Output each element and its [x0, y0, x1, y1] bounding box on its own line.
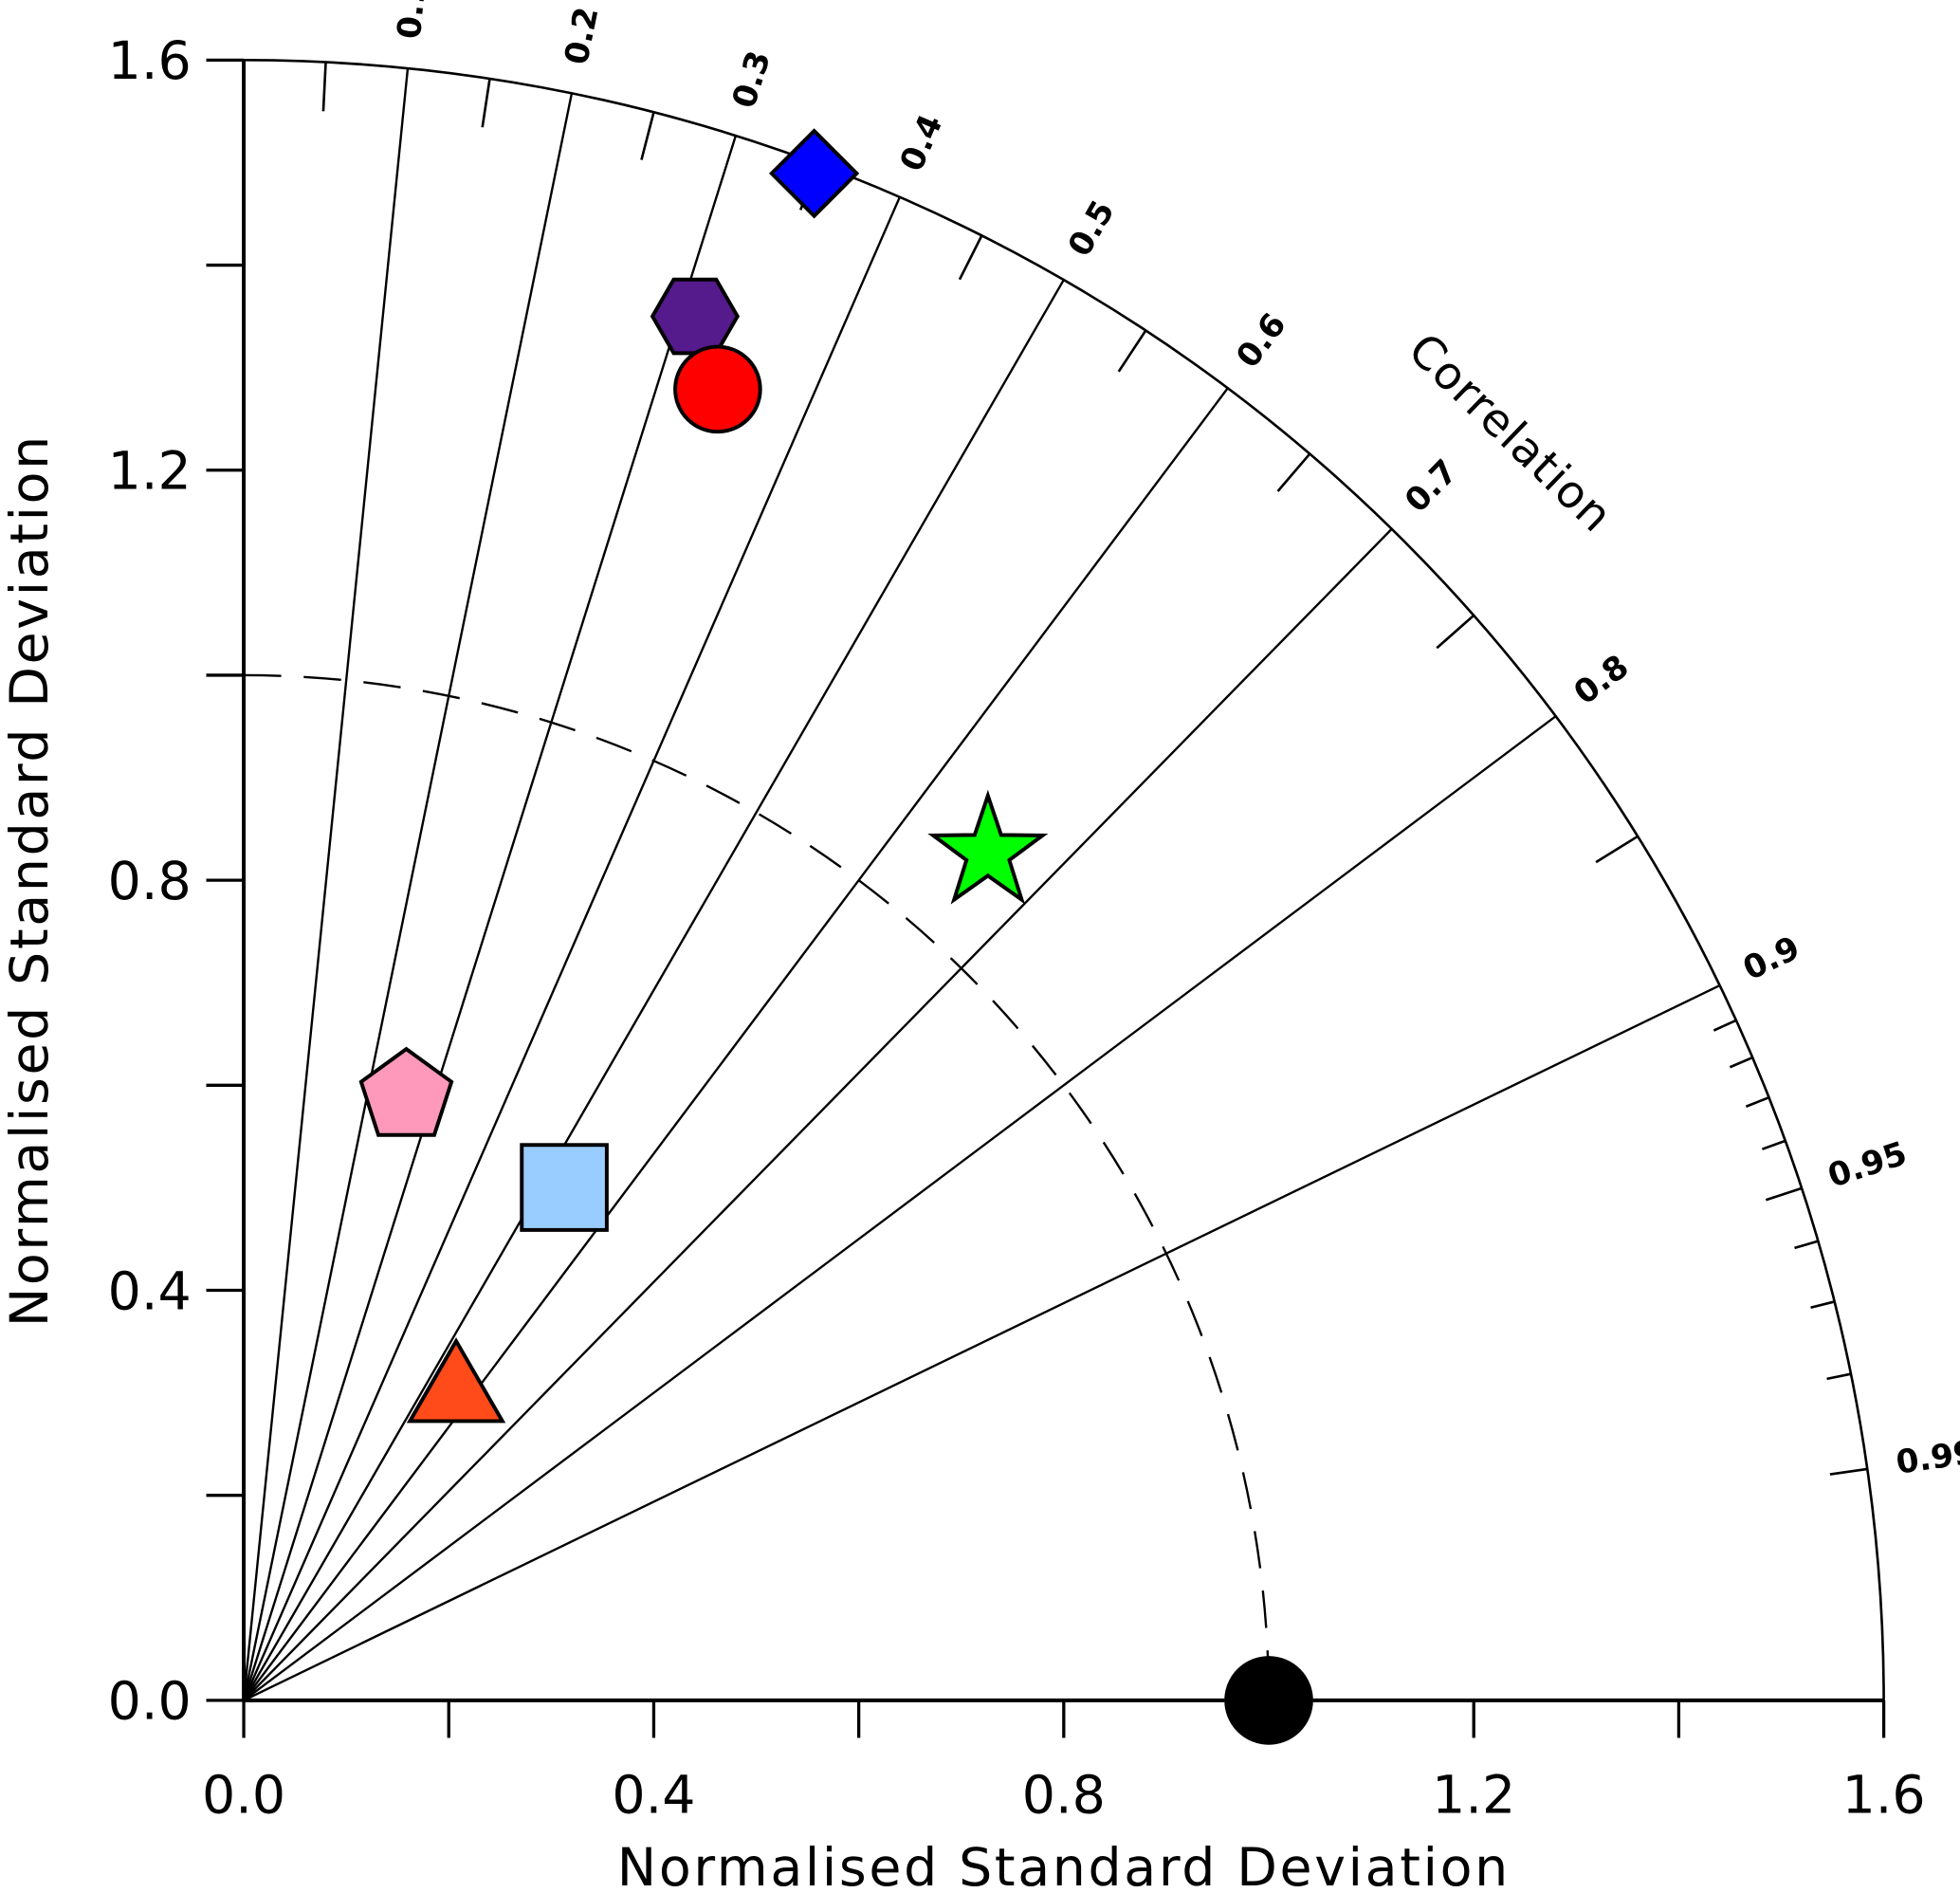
correlation-minor-tick [1826, 1372, 1852, 1381]
x-tick-label: 1.2 [1432, 1766, 1515, 1827]
correlation-line [242, 196, 901, 1701]
correlation-minor-tick [1595, 835, 1639, 864]
correlation-minor-tick [1761, 1139, 1786, 1150]
correlation-line [242, 135, 738, 1701]
correlation-minor-tick [1794, 1240, 1819, 1250]
y-tick-label: 1.6 [108, 31, 192, 92]
x-tick-label: 0.8 [1022, 1766, 1106, 1827]
x-tick-label: 0.4 [612, 1766, 695, 1827]
correlation-tick-label: 0.7 [1398, 452, 1465, 520]
correlation-tick-label: 0.9 [1737, 929, 1805, 988]
correlation-tick-label: 0.4 [893, 109, 951, 177]
y-tick-label: 0.4 [108, 1261, 192, 1322]
correlation-minor-tick [481, 78, 491, 128]
outer-arc [244, 59, 1885, 1700]
x-tick-label: 1.6 [1842, 1766, 1926, 1827]
grid [242, 62, 1868, 1701]
correlation-tick [1765, 1186, 1803, 1202]
circle-marker [1224, 1656, 1313, 1745]
y-axis-label: Normalised Standard Deviation [0, 433, 61, 1327]
reference-std-arc [244, 673, 1271, 1700]
correlation-tick-label: 0.5 [1061, 194, 1123, 264]
correlation-line [243, 279, 1065, 1701]
star-marker [927, 789, 1049, 905]
correlation-minor-tick [321, 62, 327, 112]
y-tick-label: 0.8 [108, 852, 192, 912]
y-tick-label: 1.2 [108, 442, 192, 503]
hexagon-marker [650, 277, 740, 356]
y-tick-label: 0.0 [108, 1672, 192, 1733]
correlation-line [243, 983, 1721, 1701]
correlation-line [243, 715, 1557, 1701]
diamond-marker [768, 128, 860, 219]
correlation-line [242, 67, 410, 1701]
correlation-minor-tick [1713, 1019, 1737, 1032]
correlation-minor-tick [1117, 329, 1147, 373]
x-axis-label: Normalised Standard Deviation [617, 1838, 1511, 1893]
correlation-line [242, 93, 574, 1701]
axes: 0.1 0.20.30.40.50.60.70.80.90.950.990.00.… [108, 0, 1960, 1827]
square-marker [520, 1143, 609, 1232]
correlation-minor-tick [640, 111, 655, 160]
correlation-tick-label: 0.99 [1894, 1433, 1960, 1482]
correlation-minor-tick [1436, 614, 1475, 650]
correlation-tick-label: 0.2 [558, 4, 606, 67]
circle-marker [673, 344, 762, 434]
correlation-line [243, 527, 1393, 1701]
correlation-tick-label: 0.95 [1823, 1134, 1912, 1195]
triangle-marker [406, 1337, 506, 1424]
correlation-minor-tick [958, 234, 983, 281]
pentagon-marker [358, 1046, 454, 1137]
x-tick-label: 0.0 [202, 1766, 285, 1827]
correlation-minor-tick [1276, 452, 1311, 492]
correlation-tick [1829, 1467, 1868, 1476]
correlation-tick-label: 0.3 [725, 46, 779, 113]
correlation-minor-tick [1745, 1095, 1770, 1108]
correlation-minor-tick [1729, 1056, 1753, 1069]
correlation-line [243, 387, 1229, 1701]
markers [358, 128, 1313, 1745]
correlation-tick-label: 0.8 [1567, 648, 1637, 712]
correlation-tick-label: 0.6 [1229, 306, 1293, 376]
correlation-tick-label: 0.1 [391, 0, 434, 41]
correlation-minor-tick [1810, 1300, 1836, 1310]
